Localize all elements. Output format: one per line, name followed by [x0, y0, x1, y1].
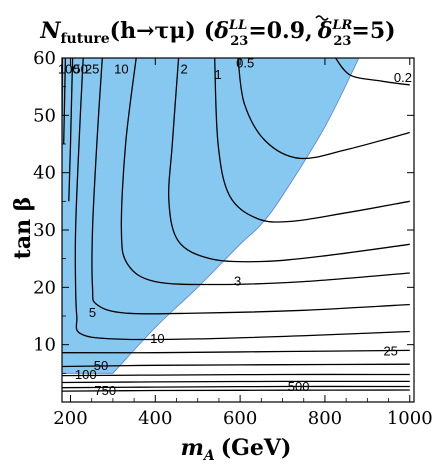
- contour-line-25-7: [68, 58, 74, 202]
- contour-line-5-5: [91, 58, 410, 315]
- contour-label-10: 10: [150, 331, 164, 346]
- x-tick-label: 400: [138, 408, 172, 429]
- y-axis-label: tan β: [10, 197, 36, 260]
- chart-title: Nfuture(h→τμ) (δLL 23=0.9, δLR 23=5): [39, 18, 395, 49]
- contour-line-50-8: [63, 58, 67, 145]
- y-tick-label: 50: [33, 105, 56, 126]
- contour-line-100-12: [62, 373, 410, 377]
- contour-label-5: 1: [214, 67, 221, 82]
- contour-line-10-6: [74, 58, 410, 341]
- contour-line-750-15: [62, 389, 410, 392]
- x-tick-label: 1000: [387, 408, 433, 429]
- y-tick-label: 40: [33, 163, 56, 184]
- contour-line-250-13: [62, 380, 410, 384]
- shaded-excluded-region: [62, 58, 360, 374]
- y-tick-label: 60: [33, 48, 56, 69]
- x-tick-label: 200: [53, 408, 87, 429]
- y-tick-label: 20: [33, 277, 56, 298]
- contour-line-1-2: [214, 58, 410, 223]
- contour-label-4: 2: [181, 61, 188, 76]
- contour-label-1: 50: [73, 61, 87, 76]
- contour-label-2: 25: [85, 61, 99, 76]
- contour-line-500-14: [62, 385, 410, 389]
- contour-line-2-3: [168, 58, 410, 263]
- contour-line-50-11: [62, 363, 410, 368]
- contour-label-6: 0.5: [236, 56, 254, 71]
- contour-line-0-5-1: [237, 58, 410, 160]
- contour-label-11: 25: [383, 344, 397, 359]
- x-axis-label: mA (GeV): [181, 435, 292, 464]
- contour-line-3-4: [120, 58, 410, 286]
- contour-label-15: 500: [288, 379, 310, 394]
- contour-label-13: 100: [75, 367, 97, 382]
- contour-label-0: 100: [58, 61, 80, 76]
- contour-line-25-10: [62, 349, 410, 354]
- contour-line-0-2-0: [334, 58, 410, 86]
- y-tick-label: 10: [33, 335, 56, 356]
- contour-label-14: 750: [94, 383, 116, 398]
- contour-label-7: 0.2: [394, 70, 412, 85]
- x-tick-label: 800: [308, 408, 342, 429]
- contour-label-9: 5: [89, 305, 96, 320]
- contour-label-8: 3: [234, 274, 241, 289]
- y-tick-label: 30: [33, 220, 56, 241]
- x-tick-label: 600: [223, 408, 257, 429]
- contour-label-12: 50: [94, 358, 108, 373]
- contour-label-3: 10: [114, 61, 128, 76]
- title-tilde: [315, 15, 329, 21]
